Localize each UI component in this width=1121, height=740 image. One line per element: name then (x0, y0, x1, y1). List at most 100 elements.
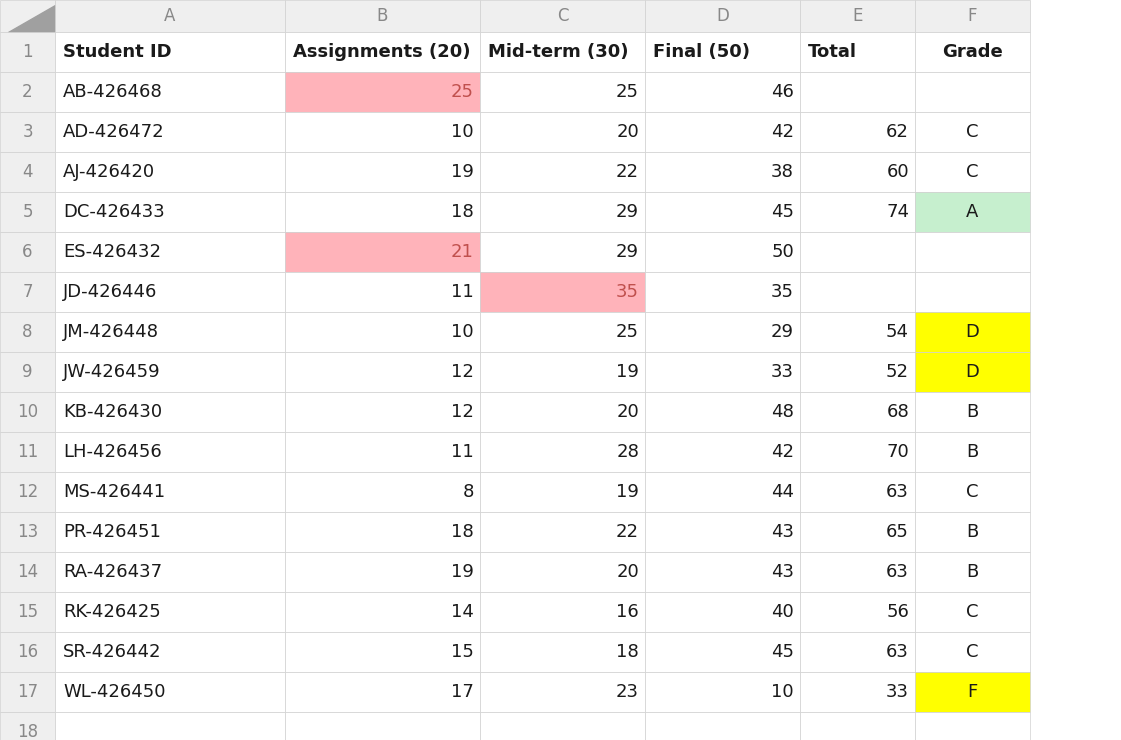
Text: AJ-426420: AJ-426420 (63, 163, 155, 181)
Bar (0, 0, 55, 32)
Text: 7: 7 (22, 283, 33, 301)
Bar (645, 352, 800, 392)
Text: LH-426456: LH-426456 (63, 443, 161, 461)
Text: 22: 22 (617, 523, 639, 541)
Text: DC-426433: DC-426433 (63, 203, 165, 221)
Text: 35: 35 (617, 283, 639, 301)
Text: 14: 14 (17, 563, 38, 581)
Bar (915, 192, 1030, 232)
Bar (645, 272, 800, 312)
Bar (645, 72, 800, 112)
Bar (55, 392, 285, 432)
Text: MS-426441: MS-426441 (63, 483, 165, 501)
Bar (55, 712, 285, 740)
Bar (0, 392, 55, 432)
Bar (800, 672, 915, 712)
Bar (915, 272, 1030, 312)
Bar (0, 352, 55, 392)
Bar (285, 592, 480, 632)
Text: F: F (967, 7, 978, 25)
Text: C: C (966, 483, 979, 501)
Bar (285, 32, 480, 72)
Bar (800, 112, 915, 152)
Bar (285, 392, 480, 432)
Text: 52: 52 (886, 363, 909, 381)
Bar (480, 432, 645, 472)
Text: 25: 25 (617, 83, 639, 101)
Polygon shape (8, 4, 55, 32)
Bar (915, 512, 1030, 552)
Text: Student ID: Student ID (63, 43, 172, 61)
Bar (285, 432, 480, 472)
Text: 18: 18 (452, 203, 474, 221)
Text: 29: 29 (617, 243, 639, 261)
Bar (915, 112, 1030, 152)
Bar (645, 512, 800, 552)
Bar (915, 152, 1030, 192)
Text: 23: 23 (617, 683, 639, 701)
Text: 42: 42 (771, 123, 794, 141)
Text: C: C (557, 7, 568, 25)
Bar (915, 392, 1030, 432)
Bar (915, 32, 1030, 72)
Text: D: D (716, 7, 729, 25)
Bar (0, 592, 55, 632)
Bar (645, 192, 800, 232)
Bar (645, 672, 800, 712)
Bar (285, 272, 480, 312)
Bar (285, 552, 480, 592)
Text: Grade: Grade (942, 43, 1003, 61)
Text: Assignments (20): Assignments (20) (293, 43, 471, 61)
Text: 43: 43 (771, 523, 794, 541)
Bar (55, 312, 285, 352)
Bar (915, 472, 1030, 512)
Bar (915, 232, 1030, 272)
Text: 25: 25 (617, 323, 639, 341)
Bar (0, 272, 55, 312)
Bar (800, 552, 915, 592)
Bar (645, 432, 800, 472)
Bar (285, 0, 480, 32)
Text: KB-426430: KB-426430 (63, 403, 163, 421)
Text: 42: 42 (771, 443, 794, 461)
Bar (285, 632, 480, 672)
Bar (55, 672, 285, 712)
Text: 13: 13 (17, 523, 38, 541)
Text: 54: 54 (886, 323, 909, 341)
Text: 16: 16 (17, 643, 38, 661)
Text: F: F (967, 683, 978, 701)
Bar (800, 232, 915, 272)
Bar (480, 352, 645, 392)
Bar (55, 552, 285, 592)
Bar (645, 232, 800, 272)
Bar (480, 72, 645, 112)
Text: D: D (965, 363, 980, 381)
Text: 8: 8 (22, 323, 33, 341)
Text: 33: 33 (771, 363, 794, 381)
Text: 28: 28 (617, 443, 639, 461)
Text: 35: 35 (771, 283, 794, 301)
Bar (645, 312, 800, 352)
Bar (480, 392, 645, 432)
Bar (55, 472, 285, 512)
Text: ES-426432: ES-426432 (63, 243, 161, 261)
Text: AB-426468: AB-426468 (63, 83, 163, 101)
Bar (800, 632, 915, 672)
Text: 70: 70 (887, 443, 909, 461)
Bar (915, 312, 1030, 352)
Bar (285, 72, 480, 112)
Bar (0, 472, 55, 512)
Text: 6: 6 (22, 243, 33, 261)
Text: 44: 44 (771, 483, 794, 501)
Bar (0, 72, 55, 112)
Text: 18: 18 (452, 523, 474, 541)
Bar (800, 0, 915, 32)
Text: 46: 46 (771, 83, 794, 101)
Text: JM-426448: JM-426448 (63, 323, 159, 341)
Text: 19: 19 (451, 163, 474, 181)
Text: 45: 45 (771, 643, 794, 661)
Text: 63: 63 (886, 563, 909, 581)
Bar (480, 512, 645, 552)
Text: WL-426450: WL-426450 (63, 683, 166, 701)
Bar (915, 672, 1030, 712)
